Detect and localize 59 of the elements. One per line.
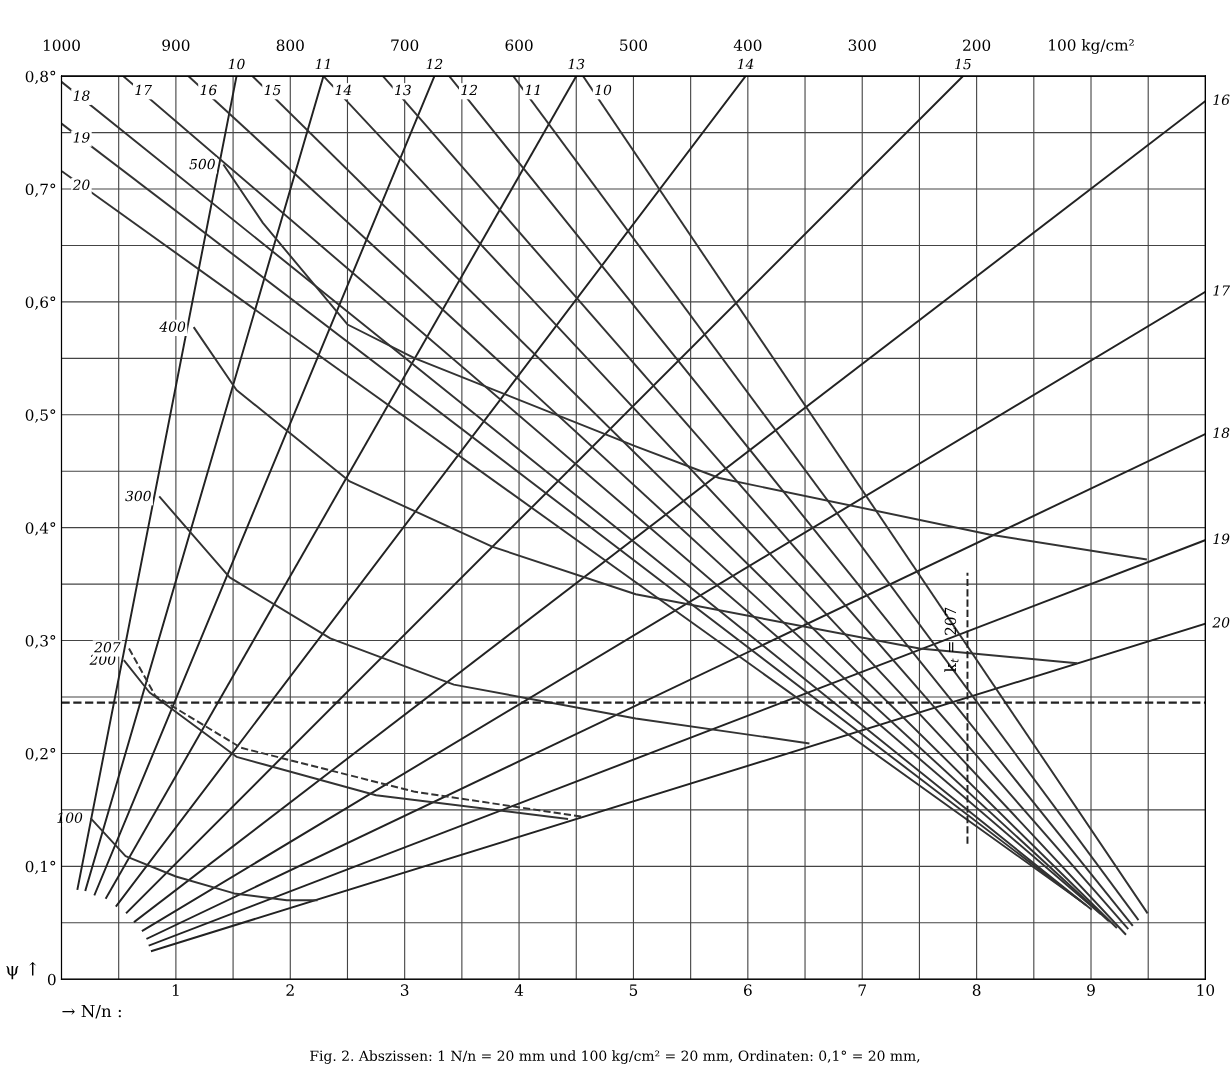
x-tick-label: 5 [629,984,638,996]
y-axis-title: ψ ↑ [6,962,37,980]
series-label: 17 [1213,285,1230,296]
x-tick-label: 4 [514,984,524,996]
series-label: 11 [315,58,330,70]
series-label: 10 [228,58,245,70]
y-tick-label: 0,5° [25,409,56,423]
x2-tick-label: 400 [733,39,762,51]
series-label: 18 [73,90,90,101]
y-tick-label: 0,7° [25,183,56,197]
series-label: 300 [125,490,151,502]
series-label: 12 [461,84,478,96]
series-label: 400 [159,321,186,332]
series-label: 500 [189,158,215,170]
series-label: 15 [264,84,281,96]
series-label: 20 [72,179,90,191]
series-label: 16 [1213,94,1230,106]
y-tick-label: 0,4° [25,522,56,536]
annotation: k$_{t}$ = 207 [944,607,959,672]
series-label: 13 [395,84,411,96]
y-tick-label: 0,2° [25,747,56,762]
series-label: 14 [335,84,352,96]
series-label: 19 [1213,533,1230,545]
x2-tick-label: 900 [162,39,190,51]
x-axis-title: → N/n : [62,1004,121,1019]
y-tick-label: 0,1° [25,860,56,875]
x2-tick-label: 600 [505,39,533,51]
series-label: 15 [955,58,971,70]
series-label: 13 [568,58,585,70]
y-tick-label: 0,8° [25,70,56,85]
y-tick-label: 0,6° [25,296,56,310]
x2-tick-label: 100 kg/cm² [1049,38,1134,54]
series-label: 17 [135,84,153,96]
x-tick-label: 3 [400,984,409,996]
y-tick-label: 0,3° [25,635,56,649]
x2-tick-label: 200 [963,39,991,51]
series-label: 11 [525,84,540,96]
series-label: 207 [94,641,121,653]
x-tick-label: 1 [172,984,179,996]
x-tick-label: 7 [858,984,866,996]
series-label: 10 [595,84,612,96]
x2-tick-label: 500 [620,39,648,51]
series-label: 20 [1212,617,1230,628]
series-label: 18 [1213,427,1230,439]
x2-tick-label: 300 [848,39,876,51]
series-label: 12 [426,58,443,70]
series-label: 16 [200,84,217,96]
caption: Fig. 2. Abszissen: 1 N/n = 20 mm und 100 kg/cm² = 20 mm, Ordinaten: 0,1° = 20 mm, [310,1050,920,1064]
series-label: 14 [737,58,754,70]
x-tick-label: 10 [1197,984,1215,996]
series-label: 19 [73,132,90,143]
y-tick-label: 0 [47,973,56,986]
x-tick-label: 9 [1087,984,1095,996]
x2-tick-label: 700 [391,39,419,51]
x2-tick-label: 800 [276,39,304,51]
x-tick-label: 6 [744,984,752,996]
x-tick-label: 8 [972,984,981,996]
x2-tick-label: 1000 [43,39,80,51]
x-tick-label: 2 [286,984,294,996]
